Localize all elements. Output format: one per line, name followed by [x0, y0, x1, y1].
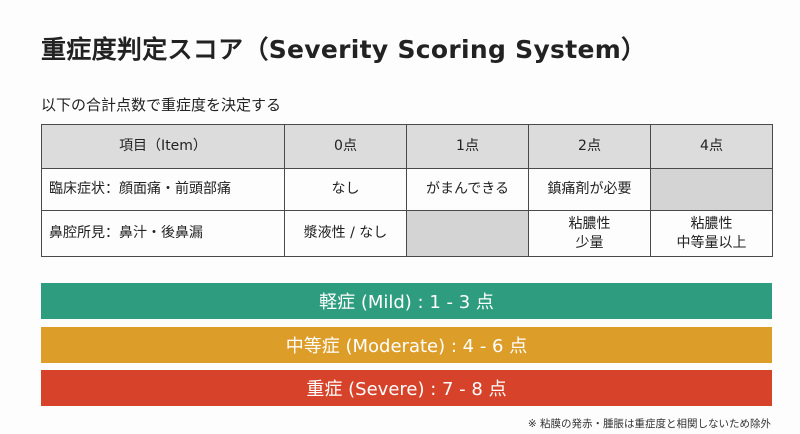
severity-band-mild: 軽症 (Mild) : 1 - 3 点 [41, 283, 772, 319]
table-header-row: 項目（Item） 0点 1点 2点 4点 [41, 124, 773, 169]
row-label-nasal-findings: 鼻腔所見：鼻汁・後鼻漏 [41, 210, 285, 257]
table-cell-empty [650, 168, 773, 211]
scoring-table: 項目（Item） 0点 1点 2点 4点 臨床症状：顔面痛・前頭部痛 なし がま… [41, 124, 773, 257]
table-cell-empty [406, 210, 529, 257]
header-score-1: 1点 [406, 124, 529, 169]
severity-bands: 軽症 (Mild) : 1 - 3 点 中等症 (Moderate) : 4 -… [41, 283, 772, 414]
table-cell: 漿液性 / なし [284, 210, 407, 257]
severity-band-moderate: 中等症 (Moderate) : 4 - 6 点 [41, 327, 772, 363]
page-subtitle: 以下の合計点数で重症度を決定する [41, 96, 282, 114]
header-score-4: 4点 [650, 124, 773, 169]
page-title: 重症度判定スコア（Severity Scoring System） [41, 35, 647, 64]
table-row: 臨床症状：顔面痛・前頭部痛 なし がまんできる 鎮痛剤が必要 [41, 168, 773, 211]
table-cell: なし [284, 168, 407, 211]
table-cell: 粘膿性 中等量以上 [650, 210, 773, 257]
row-label-clinical-symptoms: 臨床症状：顔面痛・前頭部痛 [41, 168, 285, 211]
table-cell: 粘膿性 少量 [528, 210, 651, 257]
table-cell: 鎮痛剤が必要 [528, 168, 651, 211]
header-score-2: 2点 [528, 124, 651, 169]
footnote: ※ 粘膜の発赤・腫脹は重症度と相関しないため除外 [527, 418, 771, 430]
header-item: 項目（Item） [41, 124, 285, 169]
table-row: 鼻腔所見：鼻汁・後鼻漏 漿液性 / なし 粘膿性 少量 粘膿性 中等量以上 [41, 210, 773, 257]
table-cell: がまんできる [406, 168, 529, 211]
header-score-0: 0点 [284, 124, 407, 169]
severity-band-severe: 重症 (Severe) : 7 - 8 点 [41, 370, 772, 406]
